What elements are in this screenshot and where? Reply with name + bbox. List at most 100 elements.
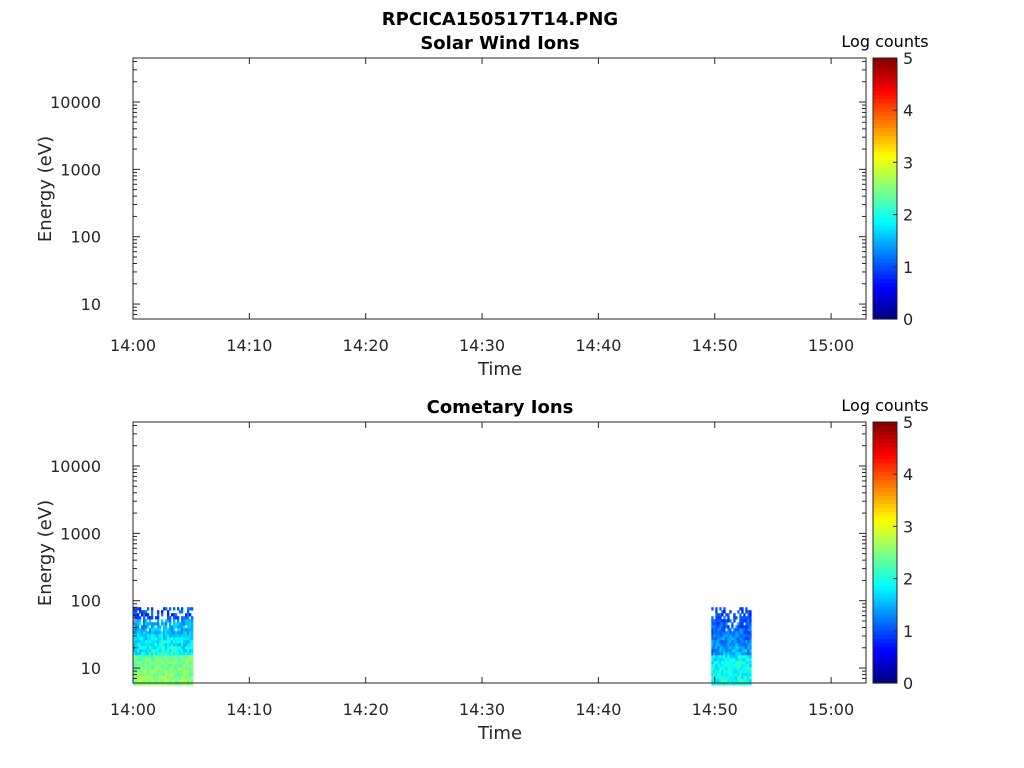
spectrogram-cell [725,649,728,653]
spectrogram-cell [165,646,168,650]
spectrogram-cell [137,643,140,647]
spectrogram-cell [189,640,192,644]
colorbar-segment [873,605,897,611]
colorbar-segment [873,426,897,431]
spectrogram-cell [183,637,186,641]
spectrogram-cell [173,646,176,650]
spectrogram-cell [153,655,156,659]
spectrogram-cell [747,625,750,629]
spectrogram-cell [733,670,736,674]
spectrogram-cell [173,670,176,674]
spectrogram-cell [715,637,718,641]
spectrogram-cell [743,667,746,671]
colorbar-segment [873,245,897,251]
spectrogram-cell [723,679,726,683]
spectrogram-cell [149,631,152,635]
spectrogram-cell [159,637,162,641]
spectrogram-cell [737,637,740,641]
spectrogram-cell [179,667,182,671]
spectrogram-cell [715,658,718,662]
spectrogram-cell [141,655,144,659]
spectrogram-cell [729,679,732,683]
spectrogram-cell [161,637,164,641]
spectrogram-cell [183,628,186,632]
spectrogram-cell [149,679,152,683]
spectrogram-cell [745,670,748,674]
spectrogram-cell [179,646,182,650]
spectrogram-cell [157,622,160,626]
colorbar-segment [873,678,897,684]
spectrogram-cell [191,619,194,623]
y-axis-label: Energy (eV) [35,136,56,242]
spectrogram-cell [713,667,716,671]
spectrogram-cell [745,649,748,653]
colorbar-segment [873,499,897,505]
spectrogram-cell [137,682,140,686]
spectrogram-cell [161,622,164,626]
spectrogram-cell [729,673,732,677]
spectrogram-cell [183,619,186,623]
spectrogram-cell [179,610,182,614]
spectrogram-cell [749,673,752,677]
spectrogram-cell [159,640,162,644]
spectrogram-cell [715,664,718,668]
spectrogram-cell [741,607,744,611]
spectrogram-cell [157,673,160,677]
spectrogram-cell [145,643,148,647]
spectrogram-cell [147,673,150,677]
spectrogram-cell [187,628,190,632]
spectrogram-cell [165,664,168,668]
spectrogram-cell [729,628,732,632]
colorbar-segment [873,253,897,259]
spectrogram-cell [723,628,726,632]
spectrogram-cell [729,646,732,650]
spectrogram-cell [173,622,176,626]
spectrogram-cell [713,625,716,629]
colorbar-segment [873,422,897,427]
x-tick-label: 14:20 [343,700,389,719]
spectrogram-cell [169,643,172,647]
spectrogram-cell [147,670,150,674]
spectrogram-cell [747,646,750,650]
spectrogram-cell [177,670,180,674]
y-axis-label: Energy (eV) [35,500,56,606]
spectrogram-cell [739,658,742,662]
spectrogram-cell [185,646,188,650]
spectrogram-cell [725,661,728,665]
spectrogram-cell [737,661,740,665]
spectrogram-cell [721,631,724,635]
spectrogram-cell [733,613,736,617]
spectrogram-cell [713,628,716,632]
spectrogram-cell [145,622,148,626]
spectrogram-cell [161,643,164,647]
spectrogram-cell [725,670,728,674]
spectrogram-cell [169,661,172,665]
colorbar-segment [873,621,897,627]
spectrogram-cell [735,631,738,635]
spectrogram-cell [183,622,186,626]
spectrogram-cell [135,655,138,659]
spectrogram-cell [717,667,720,671]
spectrogram-cell [713,634,716,638]
spectrogram-cell [727,676,730,680]
spectrogram-cell [719,682,722,686]
spectrogram-cell [715,628,718,632]
spectrogram-cell [189,631,192,635]
spectrogram-cell [183,655,186,659]
spectrogram-cell [747,682,750,686]
spectrogram-cell [739,643,742,647]
spectrogram-cell [717,625,720,629]
spectrogram-cell [179,625,182,629]
spectrogram-cell [177,607,180,611]
spectrogram-cell [161,676,164,680]
spectrogram-cell [155,661,158,665]
spectrogram-cell [171,628,174,632]
spectrogram-cell [175,667,178,671]
spectrogram-cell [721,661,724,665]
spectrogram-cell [735,682,738,686]
spectrogram-cell [715,640,718,644]
spectrogram-cell [717,652,720,656]
spectrogram-cell [711,637,714,641]
spectrogram-cell [159,682,162,686]
spectrogram-cell [187,637,190,641]
